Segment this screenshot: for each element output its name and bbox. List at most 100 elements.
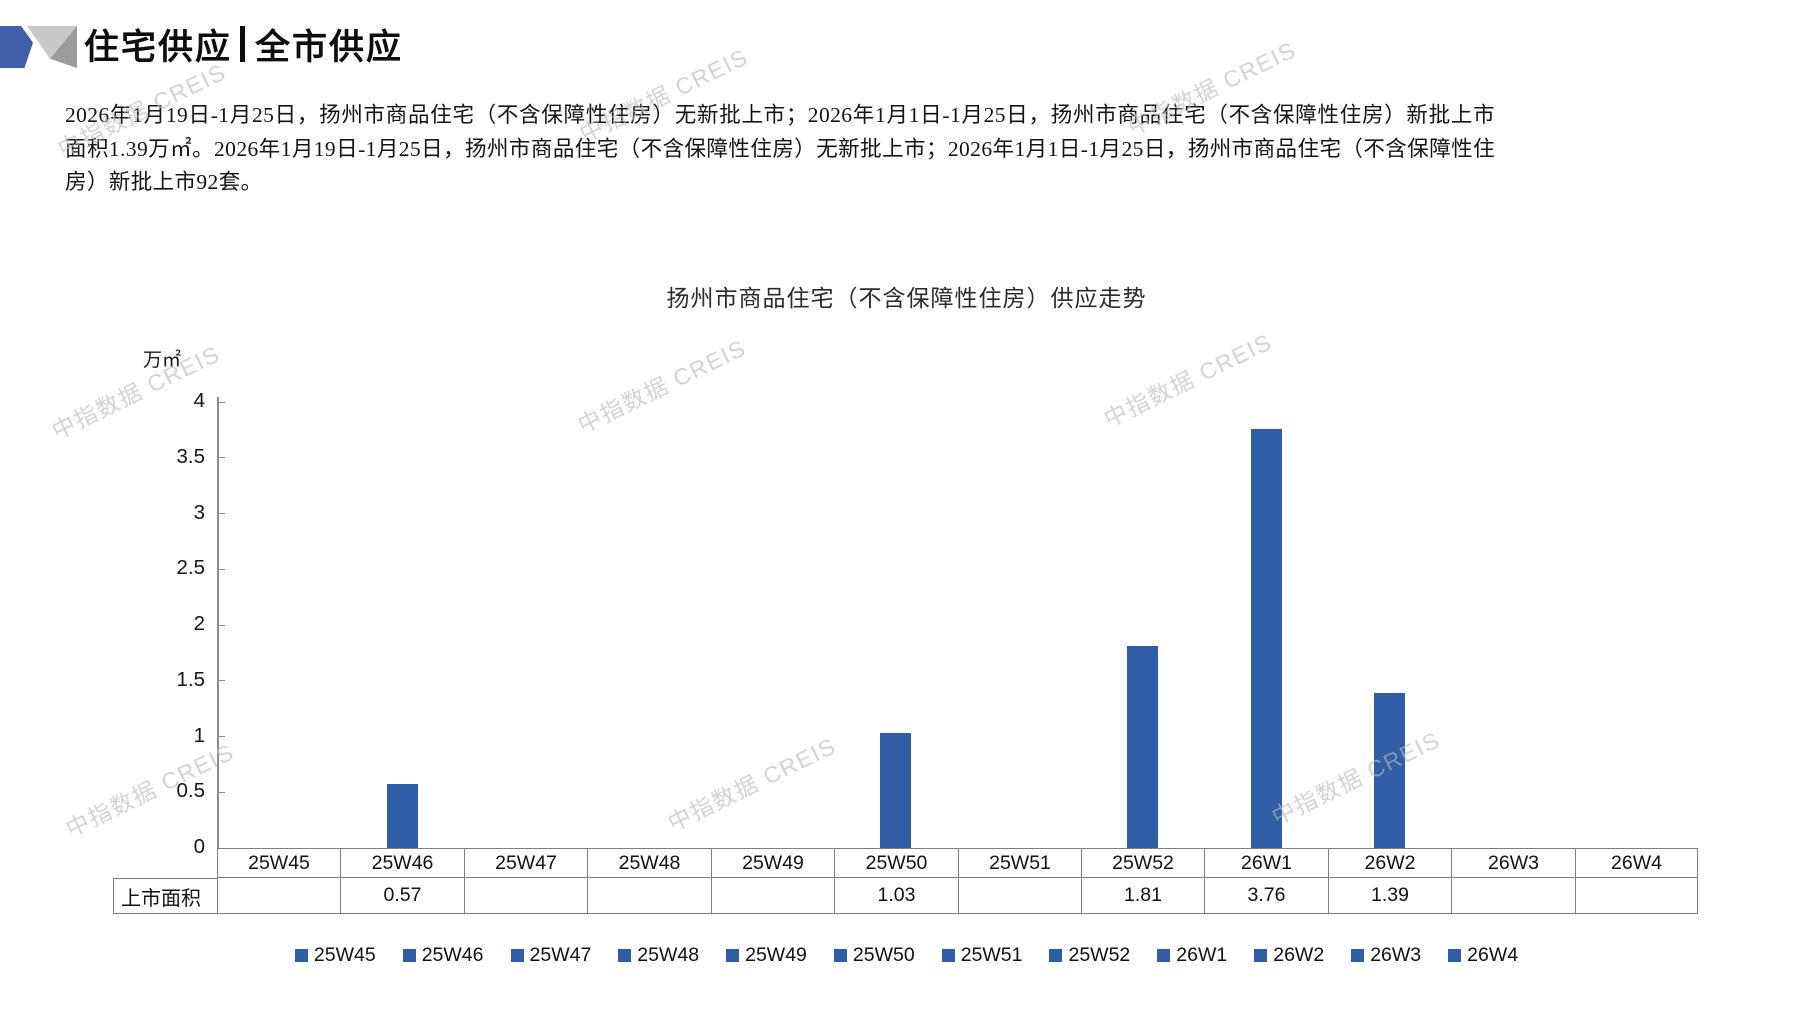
value-cell-25W48 [587, 878, 711, 914]
legend-swatch-icon [618, 949, 632, 962]
category-cell-25W47: 25W47 [464, 848, 587, 878]
category-cell-25W52: 25W52 [1081, 848, 1204, 878]
legend-swatch-icon [294, 949, 308, 962]
legend-swatch-icon [833, 949, 847, 962]
category-cell-26W4: 26W4 [1575, 848, 1698, 878]
legend-item-25W46: 25W46 [402, 944, 484, 967]
summary-text: 2026年1月19日-1月25日，扬州市商品住宅（不含保障性住房）无新批上市；2… [65, 103, 1495, 194]
value-cell-25W52: 1.81 [1081, 878, 1204, 914]
y-tick-mark [217, 624, 225, 626]
value-cell-26W1: 3.76 [1204, 878, 1328, 914]
legend-item-26W2: 26W2 [1254, 944, 1324, 967]
y-tick-mark [217, 568, 225, 570]
table-row-label: 上市面积 [113, 878, 217, 914]
page-title-right: 全市供应 [255, 27, 404, 67]
value-cell-26W4 [1575, 878, 1698, 914]
legend-label: 25W46 [421, 944, 484, 966]
legend-item-25W51: 25W51 [941, 944, 1023, 967]
legend-swatch-icon [1351, 949, 1365, 962]
legend-item-25W45: 25W45 [294, 944, 376, 967]
watermark-text: 中指数据 CREIS [1099, 328, 1277, 433]
legend-item-25W52: 25W52 [1049, 944, 1130, 967]
legend-label: 25W52 [1068, 944, 1131, 966]
legend-item-25W49: 25W49 [726, 944, 807, 967]
page-title-left: 住宅供应 [84, 27, 233, 67]
y-axis-unit-label: 万㎡ [143, 350, 182, 371]
legend-swatch-icon [1049, 949, 1063, 962]
y-tick-mark [217, 791, 225, 793]
legend-swatch-icon [941, 949, 955, 962]
value-cell-25W49 [711, 878, 834, 914]
legend-label: 25W47 [529, 944, 592, 966]
legend-swatch-icon [402, 949, 416, 962]
y-tick-label: 1.5 [176, 667, 206, 691]
y-tick-label: 2 [193, 612, 205, 635]
category-cell-25W48: 25W48 [587, 848, 711, 878]
value-cell-25W46: 0.57 [340, 878, 464, 914]
y-tick-mark [217, 401, 225, 403]
legend-swatch-icon [1157, 949, 1171, 962]
y-tick-mark [217, 736, 225, 737]
watermark-text: 中指数据 CREIS [663, 732, 841, 837]
legend-label: 26W2 [1273, 944, 1325, 966]
category-cell-25W45: 25W45 [217, 848, 340, 878]
title-divider [240, 26, 246, 62]
chart-legend: 25W45 25W46 25W47 25W48 25W49 25W50 25W51 25W52… [115, 944, 1698, 967]
legend-item-26W3: 26W3 [1351, 944, 1421, 967]
legend-label: 26W3 [1370, 944, 1422, 966]
y-tick-label: 0 [193, 835, 205, 858]
category-cell-25W51: 25W51 [958, 848, 1081, 878]
y-tick-label: 3 [193, 500, 205, 524]
category-cell-26W1: 26W1 [1204, 848, 1328, 878]
bar-25W52 [1127, 646, 1158, 848]
legend-swatch-icon [510, 949, 524, 962]
page-title: 住宅供应 全市供应 [84, 20, 403, 68]
y-tick-mark [217, 680, 225, 682]
legend-swatch-icon [726, 949, 740, 962]
y-tick-mark [217, 513, 225, 514]
legend-item-25W48: 25W48 [618, 944, 699, 967]
bar-25W50 [880, 733, 911, 848]
legend-label: 25W49 [745, 944, 807, 966]
logo-blue-shape [0, 26, 33, 68]
category-cell-25W46: 25W46 [340, 848, 464, 878]
y-axis-line [217, 397, 219, 848]
y-tick-label: 2.5 [176, 556, 206, 580]
legend-label: 25W50 [852, 944, 915, 966]
y-tick-label: 4 [193, 389, 205, 412]
bar-26W2 [1374, 693, 1405, 848]
bar-26W1 [1251, 429, 1282, 848]
y-tick-label: 1 [193, 723, 205, 747]
legend-label: 25W45 [313, 944, 376, 966]
category-cell-26W3: 26W3 [1451, 848, 1575, 878]
legend-label: 26W1 [1176, 944, 1228, 966]
value-cell-26W2: 1.39 [1328, 878, 1451, 914]
watermark-text: 中指数据 CREIS [61, 738, 239, 843]
category-cell-26W2: 26W2 [1328, 848, 1451, 878]
legend-item-25W50: 25W50 [833, 944, 915, 967]
y-tick-label: 0.5 [176, 779, 206, 803]
legend-swatch-icon [1448, 949, 1462, 962]
legend-label: 25W51 [960, 944, 1023, 966]
bar-25W46 [387, 784, 418, 848]
y-tick-mark [217, 457, 225, 459]
watermark-text: 中指数据 CREIS [1267, 726, 1445, 831]
chart-title: 扬州市商品住宅（不含保障性住房）供应走势 [666, 286, 1147, 311]
creis-logo-icon [0, 26, 77, 68]
legend-swatch-icon [1254, 949, 1268, 962]
legend-item-25W47: 25W47 [510, 944, 592, 967]
legend-item-26W4: 26W4 [1448, 944, 1518, 967]
value-cell-25W45 [217, 878, 340, 914]
legend-item-26W1: 26W1 [1157, 944, 1227, 967]
value-cell-25W47 [464, 878, 587, 914]
value-cell-25W51 [958, 878, 1081, 914]
legend-label: 25W48 [637, 944, 700, 966]
category-cell-25W49: 25W49 [711, 848, 834, 878]
legend-label: 26W4 [1467, 944, 1519, 966]
y-tick-label: 3.5 [176, 444, 206, 468]
category-cell-25W50: 25W50 [834, 848, 958, 878]
value-cell-26W3 [1451, 878, 1575, 914]
watermark-text: 中指数据 CREIS [573, 334, 751, 439]
value-cell-25W50: 1.03 [834, 878, 958, 914]
